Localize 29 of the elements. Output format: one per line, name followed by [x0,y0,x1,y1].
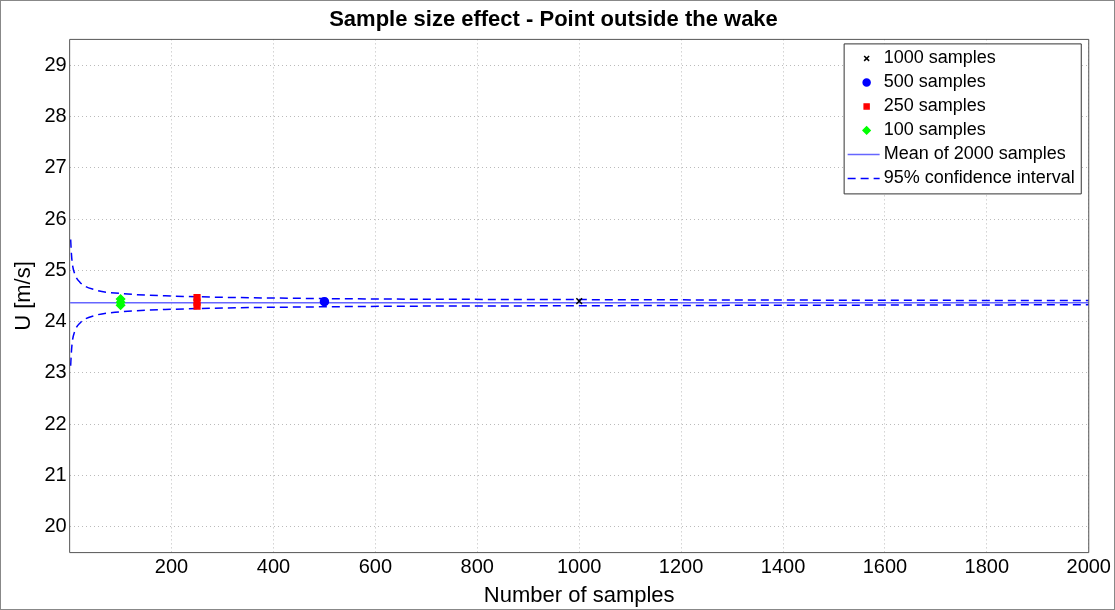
y-tick-label: 23 [44,360,67,383]
chart-title: Sample size effect - Point outside the wake [329,6,778,32]
y-tick-label: 26 [44,206,67,229]
x-tick-label: 400 [256,555,291,578]
legend-label: 500 samples [883,71,986,92]
y-axis-title: U [m/s] [10,261,36,331]
x-tick-label: 1400 [760,555,806,578]
y-tick-label: 24 [44,309,67,332]
x-tick-label: 2000 [1066,555,1111,578]
y-tick-label: 21 [44,463,67,486]
y-tick-label: 25 [44,257,67,280]
legend-label: 95% confidence interval [883,167,1075,188]
legend-label: Mean of 2000 samples [883,143,1066,164]
legend-label: 100 samples [883,119,986,140]
x-tick-label: 1800 [964,555,1010,578]
x-tick-label: 800 [460,555,494,578]
y-tick-label: 29 [44,52,67,75]
x-tick-label: 1600 [862,555,908,578]
y-tick-label: 20 [44,514,67,537]
y-tick-label: 28 [44,103,67,126]
legend-label: 1000 samples [883,47,996,68]
x-tick-label: 1000 [556,555,602,578]
legend-label: 250 samples [883,95,986,116]
y-tick-label: 22 [44,411,67,434]
x-tick-label: 600 [358,555,393,578]
x-axis-title: Number of samples [483,581,675,607]
x-tick-label: 1200 [658,555,704,578]
x-tick-label: 200 [154,555,189,578]
y-tick-label: 27 [44,155,67,178]
